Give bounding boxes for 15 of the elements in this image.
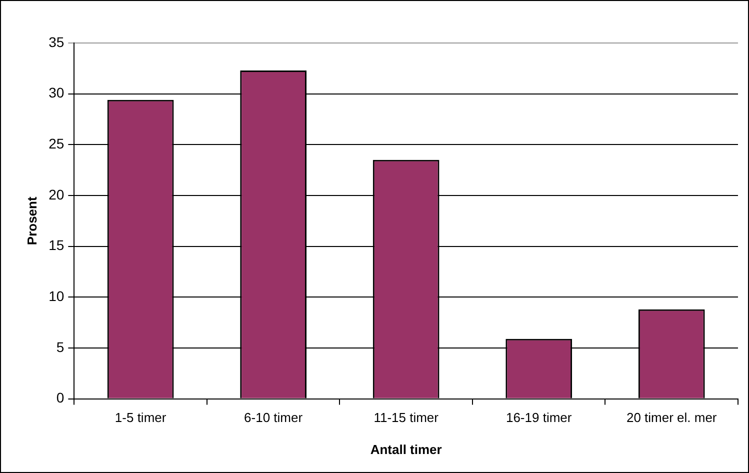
y-tick-label: 35 bbox=[48, 34, 64, 50]
x-tick-label: 6-10 timer bbox=[244, 410, 304, 426]
y-tick-label: 20 bbox=[48, 186, 64, 202]
y-tick-label: 30 bbox=[48, 84, 64, 101]
x-tick-label: 20 timer el. mer bbox=[626, 410, 718, 426]
x-axis-title: Antall timer bbox=[370, 442, 442, 457]
x-tick-label: 11-15 timer bbox=[374, 410, 440, 426]
y-tick-label: 5 bbox=[56, 338, 64, 355]
y-tick-label: 10 bbox=[48, 288, 64, 304]
y-axis-title: Prosent bbox=[24, 196, 40, 246]
y-tick-label: 0 bbox=[56, 390, 64, 406]
y-tick-label: 25 bbox=[48, 136, 64, 152]
y-tick-label: 15 bbox=[48, 237, 64, 254]
x-tick-label: 1-5 timer bbox=[114, 410, 167, 426]
x-tick-label: 16-19 timer bbox=[506, 410, 572, 426]
